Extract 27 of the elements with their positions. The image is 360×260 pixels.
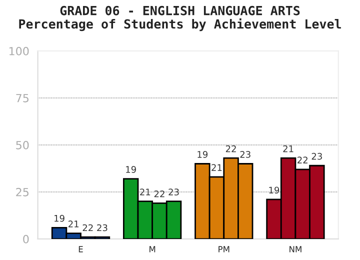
text: 19: [198, 151, 208, 158]
series-label: 19: [54, 214, 64, 222]
text: 21: [68, 220, 78, 228]
text: 22: [82, 224, 93, 232]
text: 23: [240, 151, 250, 158]
text: 19: [269, 186, 280, 194]
chart-subtitle: Percentage of Students by Achievement Level: [19, 18, 341, 32]
x-tick-label: NM: [290, 246, 302, 252]
text: 22: [154, 190, 164, 198]
text: 23: [312, 152, 322, 160]
y-tick-label: 50: [16, 140, 29, 150]
y-tick-label: 100: [9, 46, 29, 56]
x-tick-label: E: [78, 246, 83, 252]
text: 21: [212, 164, 222, 171]
text: 19: [126, 166, 136, 173]
series-label: 22: [298, 156, 308, 164]
series-label: 23: [97, 224, 108, 232]
text: 21: [283, 145, 294, 152]
x-tick-label: M: [150, 246, 156, 252]
text: 23: [168, 188, 179, 196]
y-tick-label: 0: [23, 234, 29, 244]
x-tick-label: PM: [218, 246, 230, 252]
series-label: 21: [140, 188, 150, 196]
y-tick-label: 75: [16, 94, 28, 102]
text: 22: [226, 145, 236, 152]
y-tick-label: 25: [16, 188, 28, 196]
chart-title: GRADE 06 - ENGLISH LANGUAGE ARTS: [60, 6, 300, 16]
